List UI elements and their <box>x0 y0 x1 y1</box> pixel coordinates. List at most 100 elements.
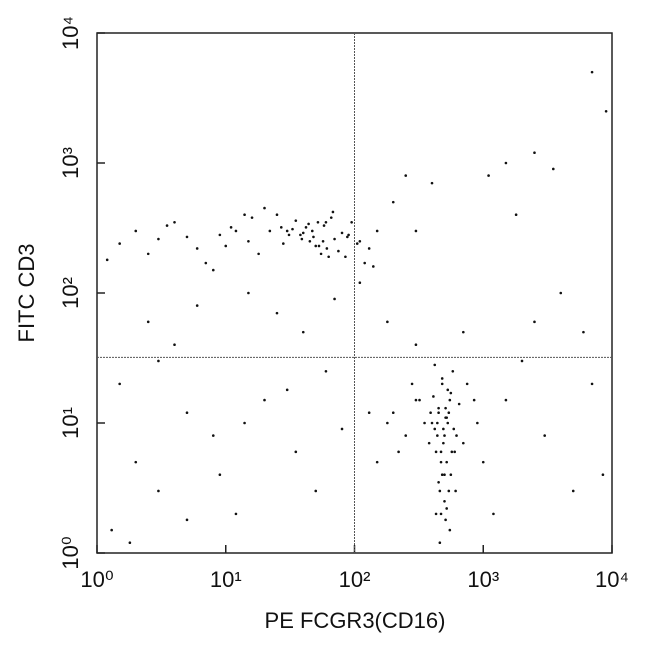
data-point <box>433 427 437 431</box>
data-point <box>590 70 594 74</box>
data-point <box>448 528 452 532</box>
data-point <box>492 512 495 516</box>
data-point <box>452 427 456 431</box>
data-point <box>263 206 266 210</box>
data-point <box>397 450 400 454</box>
data-point <box>410 382 414 386</box>
data-point <box>294 450 298 454</box>
y-tick-label: 10² <box>58 277 83 309</box>
data-point <box>173 343 176 347</box>
data-point <box>344 255 347 259</box>
data-point <box>533 151 536 155</box>
data-point <box>247 291 250 295</box>
data-point <box>285 229 289 233</box>
data-point <box>195 247 199 250</box>
data-point <box>434 450 438 454</box>
data-point <box>301 231 305 235</box>
y-tick-label: 10⁰ <box>58 536 83 569</box>
data-point <box>229 226 233 229</box>
data-point <box>327 255 330 259</box>
data-point <box>346 235 349 239</box>
data-point <box>340 427 344 431</box>
data-point <box>446 421 450 425</box>
data-point <box>282 242 285 245</box>
data-point <box>439 512 443 516</box>
data-point <box>504 398 508 402</box>
data-point <box>444 416 447 419</box>
data-point <box>157 237 160 241</box>
data-point <box>218 233 222 237</box>
data-point <box>375 229 379 233</box>
data-point <box>446 388 450 392</box>
data-point <box>487 174 490 177</box>
data-point <box>316 220 320 224</box>
y-tick-label: 10¹ <box>58 407 83 439</box>
data-point <box>185 411 189 415</box>
data-point <box>340 231 344 235</box>
data-point <box>128 541 132 545</box>
data-point <box>375 460 379 464</box>
data-point <box>350 220 353 224</box>
data-point <box>438 541 442 545</box>
data-point <box>582 330 585 334</box>
data-point <box>386 421 389 425</box>
data-point <box>449 473 453 477</box>
data-point <box>319 252 323 256</box>
data-point <box>404 174 408 177</box>
data-point <box>414 229 418 233</box>
data-point <box>590 382 594 386</box>
data-point <box>300 237 304 241</box>
data-point <box>559 291 563 295</box>
data-point <box>436 421 439 425</box>
data-point <box>204 261 208 265</box>
data-point <box>437 406 440 410</box>
data-point <box>427 441 431 445</box>
data-point <box>414 343 418 347</box>
data-point <box>438 489 442 493</box>
data-point <box>224 244 228 248</box>
data-point <box>294 219 298 222</box>
data-point <box>443 473 446 477</box>
data-point <box>423 421 426 425</box>
data-point <box>243 421 246 425</box>
data-point <box>275 311 279 315</box>
data-point <box>146 252 150 256</box>
data-point <box>514 213 518 217</box>
data-point <box>347 233 350 237</box>
data-point <box>445 507 448 510</box>
data-point <box>453 450 456 454</box>
data-point <box>444 406 447 410</box>
data-point <box>324 220 328 224</box>
data-point <box>520 359 524 363</box>
y-axis-label: FITC CD3 <box>14 244 39 343</box>
data-point <box>551 167 555 171</box>
data-point <box>146 320 150 324</box>
data-point <box>481 460 485 464</box>
data-point <box>442 441 445 445</box>
data-point <box>325 247 329 250</box>
data-point <box>443 499 446 503</box>
x-tick-label: 10⁴ <box>595 567 629 592</box>
data-point <box>314 244 318 248</box>
data-point <box>331 210 335 214</box>
data-point <box>301 330 305 334</box>
data-point <box>601 473 605 477</box>
data-point <box>432 395 435 398</box>
data-point <box>391 200 395 204</box>
data-point <box>310 229 314 233</box>
data-point <box>243 213 246 217</box>
data-point <box>465 382 469 386</box>
data-point <box>386 320 389 324</box>
data-point <box>437 411 440 415</box>
data-point <box>454 489 457 493</box>
data-point <box>451 369 455 373</box>
data-point <box>440 382 444 386</box>
data-point <box>218 473 222 477</box>
data-point <box>275 213 279 217</box>
x-tick-label: 10² <box>339 567 371 592</box>
data-point <box>329 216 333 219</box>
data-point <box>533 320 536 324</box>
data-point <box>358 281 362 285</box>
data-point <box>434 512 438 516</box>
